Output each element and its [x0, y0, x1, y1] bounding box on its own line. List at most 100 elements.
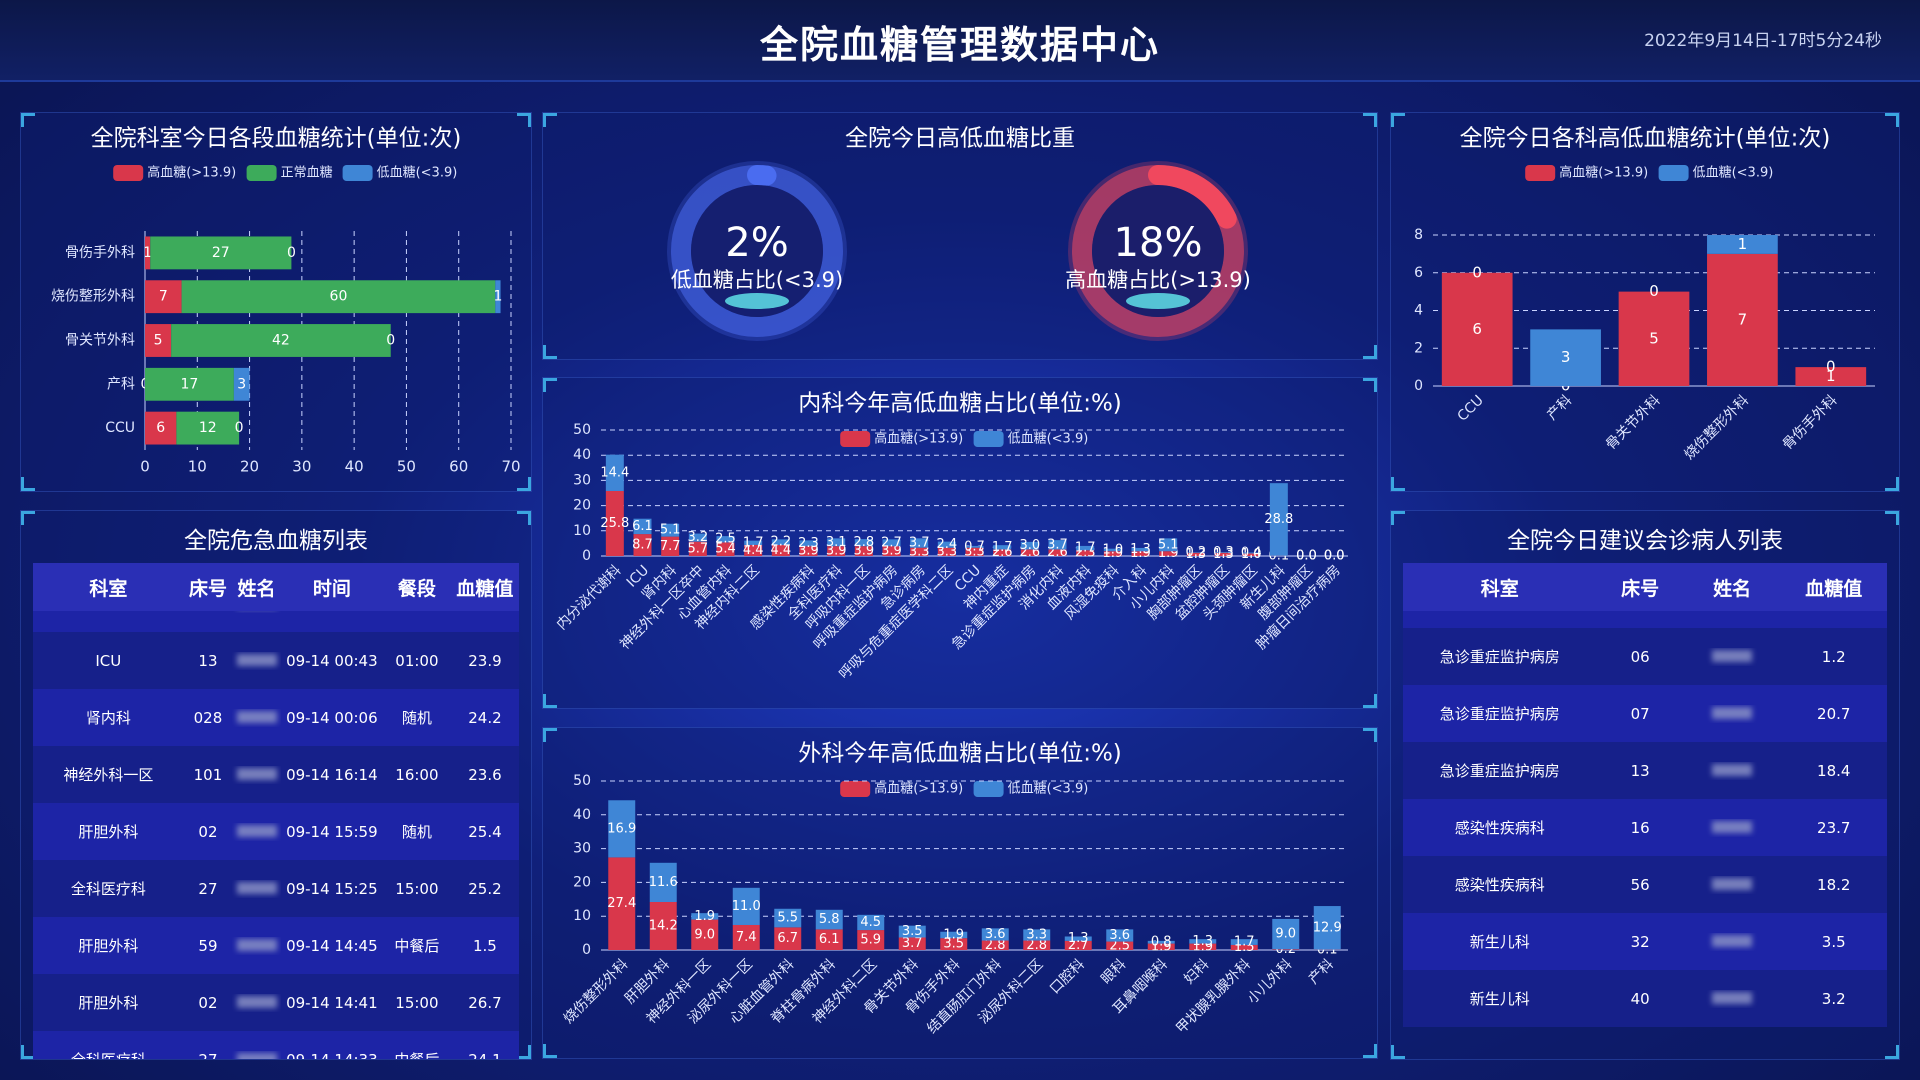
- blurred-name: [236, 1052, 277, 1059]
- chart-title: 外科今年高低血糖占比(单位:%): [798, 741, 1122, 767]
- table-cell: 24.2: [468, 708, 502, 727]
- bar-segment: [827, 538, 846, 547]
- gauge-arc: [1148, 165, 1237, 229]
- bar-segment: [1530, 329, 1601, 386]
- bar-segment: [1441, 272, 1513, 386]
- table-cell: 16:00: [395, 765, 439, 784]
- table-rows: 急诊病房1220.4急诊重症监护病房061.2急诊重症监护病房0720.7急诊重…: [1403, 611, 1887, 1027]
- table-cell: 028: [193, 708, 223, 727]
- y-tick-label: 4: [1414, 303, 1423, 319]
- data-label: 1.7: [743, 535, 764, 550]
- data-label: 1.7: [992, 540, 1013, 555]
- data-label: 9.0: [1275, 927, 1296, 942]
- table-title: 全院今日建议会诊病人列表: [1507, 528, 1783, 554]
- data-label: 7: [1738, 310, 1748, 328]
- bar-segment: [937, 541, 956, 548]
- blurred-name: [236, 881, 277, 894]
- data-label: 1.9: [694, 909, 715, 924]
- blurred-name: [1712, 763, 1753, 776]
- chart-title: 全院科室今日各段血糖统计(单位:次): [91, 126, 462, 152]
- bar-segment: [1147, 940, 1175, 944]
- name-cell: [232, 823, 281, 841]
- table-cell: 15:00: [395, 993, 439, 1012]
- table-cell: 25.4: [468, 822, 502, 841]
- gauge-value: 18%: [1114, 220, 1203, 266]
- table-rows: 内分泌代谢科03209-14 00:44随机25.2ICU1309-14 00:…: [33, 611, 519, 1059]
- name-cell: [232, 880, 281, 898]
- data-label: 14.2: [649, 919, 678, 934]
- bar-segment: [1147, 943, 1175, 950]
- data-label: 5.1: [660, 523, 681, 538]
- table-header: 科室 床号 姓名 血糖值: [1403, 563, 1887, 611]
- data-label: 1.7: [1075, 541, 1096, 556]
- blurred-name: [1712, 934, 1753, 947]
- blurred-name: [236, 767, 277, 780]
- data-label: 2.5: [715, 532, 736, 547]
- data-label: 27: [212, 245, 230, 261]
- x-tick-label: 妇科: [1181, 956, 1213, 988]
- table-cell: 内分泌代谢科: [33, 611, 184, 614]
- bar-segment: [649, 862, 677, 903]
- table-cell: 23.9: [468, 651, 502, 670]
- legend-swatch: [840, 431, 871, 447]
- data-label: 6.1: [632, 519, 653, 534]
- table-cell: 新生儿科: [1469, 933, 1530, 951]
- panel: 全院科室今日各段血糖统计(单位:次) 高血糖(>13.9) 正常血糖 低血糖(<3.9…: [20, 112, 532, 492]
- data-label: 28.8: [1264, 512, 1293, 527]
- data-label: 27.4: [607, 896, 636, 911]
- data-label: 3.2: [687, 530, 708, 545]
- name-cell: [232, 766, 281, 784]
- blurred-name: [1712, 991, 1753, 1004]
- bar-segment: [898, 925, 926, 938]
- x-tick-label: 结直肠肛门外科: [924, 956, 1005, 1037]
- bar-segment: [633, 518, 652, 535]
- table-cell: 09-14 15:25: [286, 879, 378, 898]
- data-label: 0: [386, 333, 395, 349]
- data-label: 12.9: [1313, 920, 1342, 935]
- x-tick-label: 30: [292, 458, 311, 476]
- data-label: 7.4: [736, 930, 757, 945]
- data-label: 1: [1826, 367, 1836, 385]
- data-label: 5.9: [860, 933, 881, 948]
- bar-segment: [649, 902, 677, 950]
- data-label: 7: [159, 289, 168, 305]
- data-label: 1: [1738, 235, 1748, 253]
- bar-segment: [1103, 548, 1122, 552]
- table-cell: 40: [1630, 989, 1650, 1008]
- blurred-name: [1712, 649, 1753, 662]
- data-label: 0: [235, 420, 244, 436]
- bar-segment: [771, 539, 790, 545]
- table-body: 急诊病房1220.4急诊重症监护病房061.2急诊重症监护病房0720.7急诊重…: [1403, 611, 1887, 1059]
- table-cell: 27: [184, 1051, 233, 1060]
- bar-segment: [1076, 545, 1095, 551]
- bar-segment: [744, 540, 763, 545]
- legend-label: 低血糖(<3.9): [1008, 431, 1089, 447]
- x-tick-label: 产科: [1306, 956, 1337, 987]
- data-label: 5.5: [777, 911, 798, 926]
- data-label: 0.3: [1213, 545, 1234, 560]
- table-cell: 15:00: [395, 879, 439, 898]
- table-cell: 中餐后: [383, 1049, 451, 1059]
- data-label: 1: [143, 245, 152, 261]
- blurred-name: [236, 938, 277, 951]
- table-cell: 56: [1630, 875, 1650, 894]
- bar-segment: [857, 914, 885, 931]
- chart: 全院科室今日各段血糖统计(单位:次) 高血糖(>13.9) 正常血糖 低血糖(<3.9…: [51, 126, 521, 476]
- bar-segment: [732, 924, 760, 950]
- table-cell: 32: [1630, 932, 1650, 951]
- bar-segment: [688, 533, 707, 542]
- x-tick-label: CCU: [1454, 392, 1486, 424]
- name-cell: [1684, 648, 1781, 666]
- table-row: 肝胆外科 02 09-14 14:41 15:00 26.7: [33, 974, 519, 1031]
- bar-segment: [854, 546, 873, 556]
- y-tick-label: 10: [573, 908, 591, 924]
- bar-segment: [1023, 940, 1051, 950]
- data-label: 4.4: [743, 543, 764, 558]
- bar-segment: [815, 909, 843, 930]
- x-tick-label: 小儿外科: [1244, 956, 1295, 1007]
- column-header: 科室: [1480, 577, 1519, 600]
- table-cell: 02: [198, 993, 218, 1012]
- blurred-name: [1712, 820, 1753, 833]
- table-cell: 急诊重症监护病房: [1439, 762, 1560, 780]
